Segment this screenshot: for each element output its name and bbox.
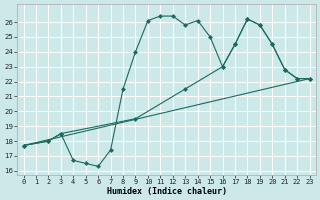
X-axis label: Humidex (Indice chaleur): Humidex (Indice chaleur) — [107, 187, 227, 196]
